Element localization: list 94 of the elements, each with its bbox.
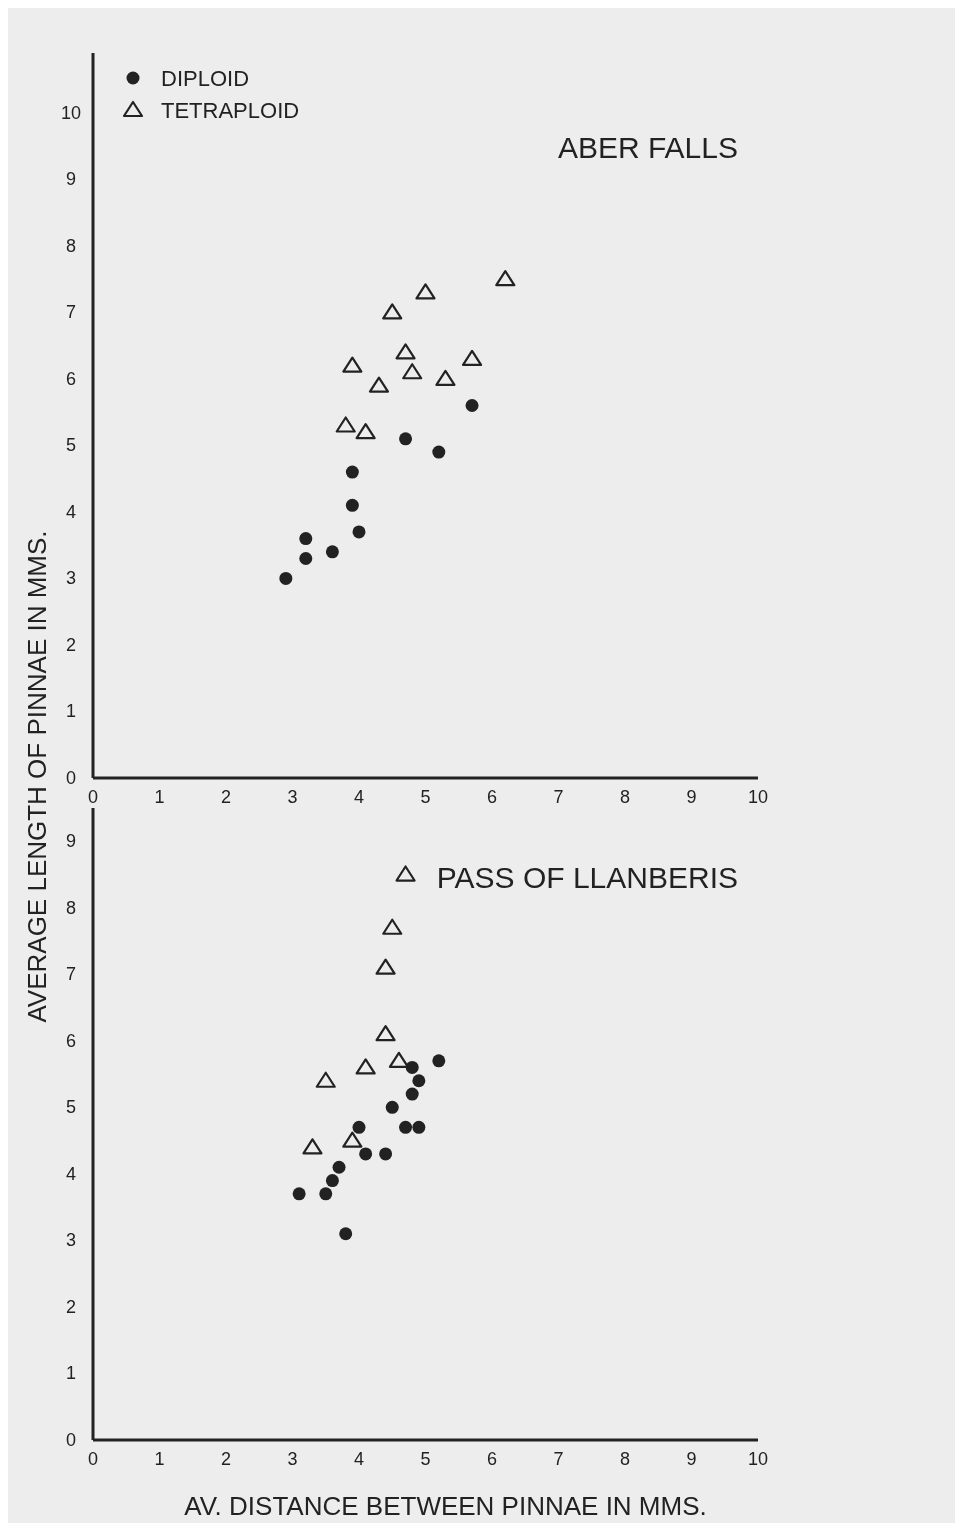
point <box>342 356 363 373</box>
y-tick-label: 3 <box>65 568 77 589</box>
x-tick-label: 9 <box>686 1449 697 1469</box>
x-tick-label: 4 <box>353 787 365 807</box>
x-tick-label: 6 <box>486 1449 498 1469</box>
point <box>432 445 446 459</box>
y-tick-label: 2 <box>65 634 77 655</box>
x-axis-title: AV. DISTANCE BETWEEN PINNAE IN MMS. <box>184 1491 707 1521</box>
point <box>375 1025 396 1042</box>
y-tick-label: 0 <box>65 1430 77 1450</box>
y-tick-label: 0 <box>65 768 77 788</box>
y-tick-label: 3 <box>65 1230 77 1251</box>
y-tick-label: 9 <box>65 831 77 852</box>
point <box>352 1120 366 1134</box>
x-tick-label: 2 <box>220 1449 232 1469</box>
y-tick-label: 5 <box>65 1097 77 1118</box>
point <box>292 1187 306 1201</box>
point <box>368 376 390 393</box>
y-tick-label: 1 <box>65 1363 77 1384</box>
y-tick-label: 1 <box>65 701 77 722</box>
x-tick-label: 3 <box>287 787 298 807</box>
point <box>325 545 339 559</box>
point <box>352 525 366 539</box>
y-tick-label: 7 <box>65 302 77 323</box>
legend-label: TETRAPLOID <box>161 98 300 123</box>
point <box>355 423 376 440</box>
point <box>299 552 313 566</box>
y-tick-label: 5 <box>65 435 77 456</box>
point <box>388 1051 409 1068</box>
y-tick-label: 4 <box>65 501 77 522</box>
x-tick-label: 0 <box>87 1449 99 1469</box>
point <box>395 343 416 360</box>
point <box>375 958 396 975</box>
x-tick-label: 8 <box>619 787 631 807</box>
point <box>355 1058 376 1075</box>
point <box>345 465 359 479</box>
x-tick-label: 5 <box>420 1449 431 1469</box>
point <box>385 1100 399 1114</box>
point <box>405 1060 419 1074</box>
point <box>402 363 423 380</box>
point <box>379 1147 393 1161</box>
point <box>382 918 403 935</box>
point <box>359 1147 373 1161</box>
point <box>415 283 436 300</box>
legend-label: DIPLOID <box>161 66 250 91</box>
y-axis-title: AVERAGE LENGTH OF PINNAE IN MMS. <box>22 530 52 1023</box>
point <box>399 432 413 446</box>
point <box>299 532 313 546</box>
x-tick-label: 7 <box>553 1449 564 1469</box>
point <box>319 1187 333 1201</box>
y-tick-label: 2 <box>65 1296 77 1317</box>
y-tick-label: 6 <box>65 1030 77 1051</box>
point <box>412 1074 426 1088</box>
point <box>339 1227 353 1241</box>
point <box>495 270 516 287</box>
point <box>302 1138 323 1155</box>
x-tick-label: 1 <box>154 787 165 807</box>
point <box>465 399 479 413</box>
point <box>335 416 356 433</box>
y-tick-label: 6 <box>65 368 77 389</box>
point <box>342 1131 363 1148</box>
y-tick-label: 8 <box>65 897 77 918</box>
point <box>345 498 359 512</box>
y-tick-label: 4 <box>65 1163 77 1184</box>
point <box>332 1160 346 1174</box>
point <box>325 1174 339 1188</box>
x-tick-label: 6 <box>486 787 498 807</box>
point <box>279 571 293 585</box>
point <box>405 1087 419 1101</box>
x-tick-label: 1 <box>154 1449 165 1469</box>
x-tick-label: 3 <box>287 1449 298 1469</box>
y-tick-label: 7 <box>65 964 77 985</box>
y-tick-label: 10 <box>60 102 82 123</box>
x-tick-label: 9 <box>686 787 697 807</box>
x-tick-label: 10 <box>747 1449 769 1469</box>
y-tick-label: 8 <box>65 235 77 256</box>
x-tick-label: 7 <box>553 787 564 807</box>
x-tick-label: 4 <box>353 1449 365 1469</box>
point <box>315 1071 336 1088</box>
x-tick-label: 8 <box>619 1449 631 1469</box>
point <box>432 1054 446 1068</box>
x-tick-label: 0 <box>87 787 99 807</box>
x-tick-label: 2 <box>220 787 232 807</box>
point <box>435 369 456 387</box>
point <box>461 349 483 367</box>
point <box>412 1120 426 1134</box>
x-tick-label: 10 <box>747 787 769 807</box>
point <box>395 865 416 882</box>
x-tick-label: 5 <box>420 787 431 807</box>
y-tick-label: 9 <box>65 169 77 190</box>
point <box>382 303 403 320</box>
point <box>399 1120 413 1134</box>
text: PASS OF LLANBERIS <box>436 861 738 894</box>
text: ABER FALLS <box>557 131 738 164</box>
